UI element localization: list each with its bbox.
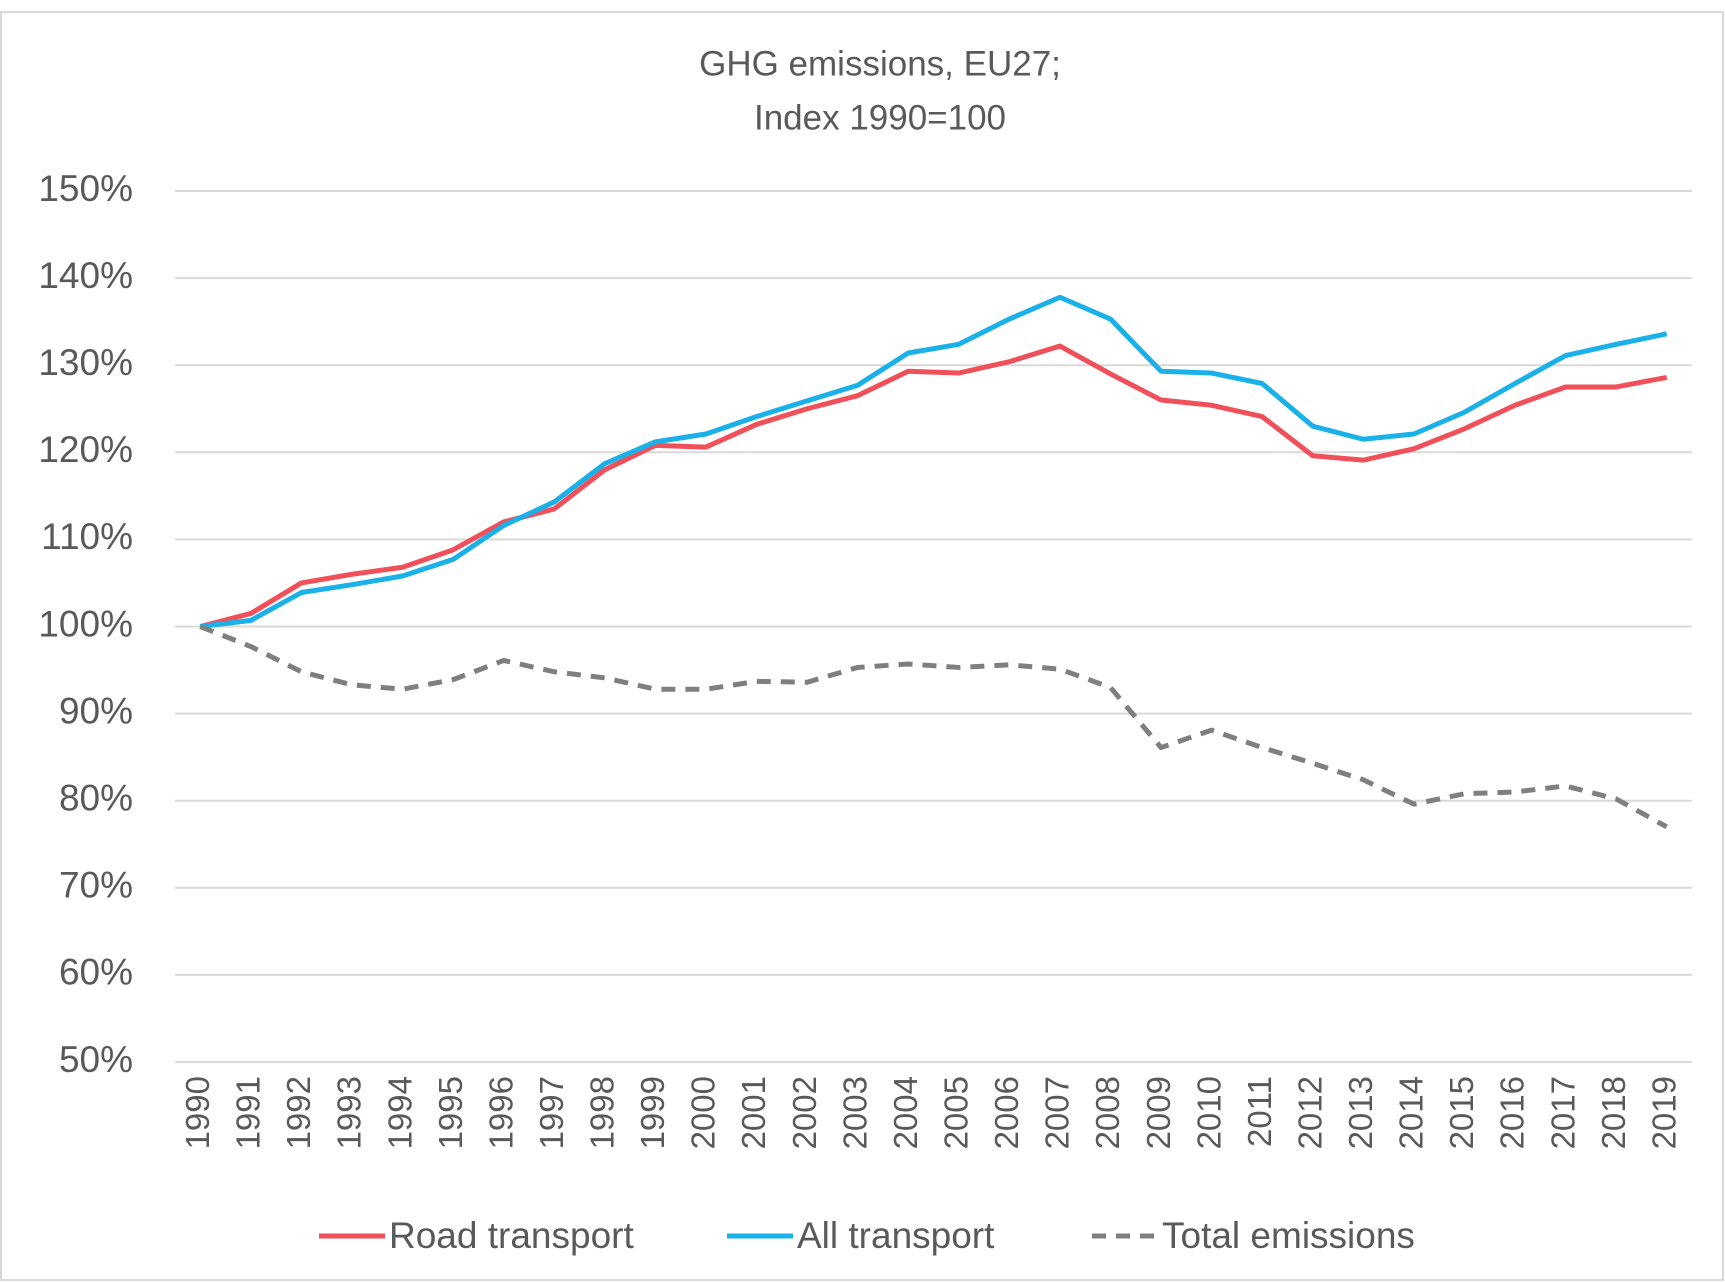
x-tick-label: 2018 (1595, 1076, 1632, 1149)
x-tick-label: 1997 (533, 1076, 570, 1149)
y-tick-label: 60% (59, 952, 133, 993)
x-tick-label: 1992 (280, 1076, 317, 1149)
y-tick-label: 80% (59, 777, 133, 818)
x-tick-label: 2003 (836, 1076, 873, 1149)
x-tick-label: 2000 (685, 1076, 722, 1149)
x-tick-label: 2009 (1140, 1076, 1177, 1149)
x-tick-label: 2016 (1494, 1076, 1531, 1149)
y-tick-label: 90% (59, 690, 133, 731)
x-tick-label: 2008 (1089, 1076, 1126, 1149)
x-tick-label: 2013 (1342, 1076, 1379, 1149)
y-tick-label: 110% (41, 516, 133, 557)
y-tick-label: 50% (59, 1039, 133, 1080)
y-tick-label: 120% (38, 429, 133, 470)
x-tick-label: 2019 (1645, 1076, 1682, 1149)
x-tick-label: 1995 (432, 1076, 469, 1149)
y-tick-label: 70% (59, 865, 133, 906)
x-tick-label: 1999 (634, 1076, 671, 1149)
y-tick-label: 130% (38, 342, 133, 383)
legend-label: Road transport (389, 1215, 634, 1256)
x-tick-label: 2005 (938, 1076, 975, 1149)
x-tick-label: 1994 (381, 1076, 418, 1149)
x-tick-label: 2006 (988, 1076, 1025, 1149)
legend-label: Total emissions (1162, 1215, 1415, 1256)
x-tick-label: 1993 (331, 1076, 368, 1149)
y-tick-label: 150% (38, 168, 133, 209)
series-line (199, 343, 1668, 629)
x-tick-label: 2015 (1443, 1076, 1480, 1149)
x-tick-label: 2010 (1190, 1076, 1227, 1149)
y-tick-label: 100% (38, 603, 133, 644)
x-tick-label: 2014 (1393, 1076, 1430, 1149)
x-tick-label: 2002 (786, 1076, 823, 1149)
x-tick-label: 2017 (1544, 1076, 1581, 1149)
x-tick-label: 2012 (1291, 1076, 1328, 1149)
x-tick-label: 1996 (482, 1076, 519, 1149)
x-tick-label: 1991 (230, 1076, 267, 1149)
x-tick-label: 2007 (1039, 1076, 1076, 1149)
series-line (199, 294, 1668, 629)
y-tick-label: 140% (38, 255, 133, 296)
legend-label: All transport (797, 1215, 995, 1256)
x-tick-label: 1990 (179, 1076, 216, 1149)
series-line (199, 624, 1668, 830)
chart-subtitle: Index 1990=100 (754, 98, 1006, 137)
x-tick-label: 2004 (887, 1076, 924, 1149)
chart-title: GHG emissions, EU27; (699, 44, 1061, 83)
x-tick-label: 2011 (1241, 1076, 1278, 1147)
x-tick-label: 1998 (584, 1076, 621, 1149)
x-tick-label: 2001 (735, 1076, 772, 1149)
chart-frame (0, 11, 1724, 1281)
